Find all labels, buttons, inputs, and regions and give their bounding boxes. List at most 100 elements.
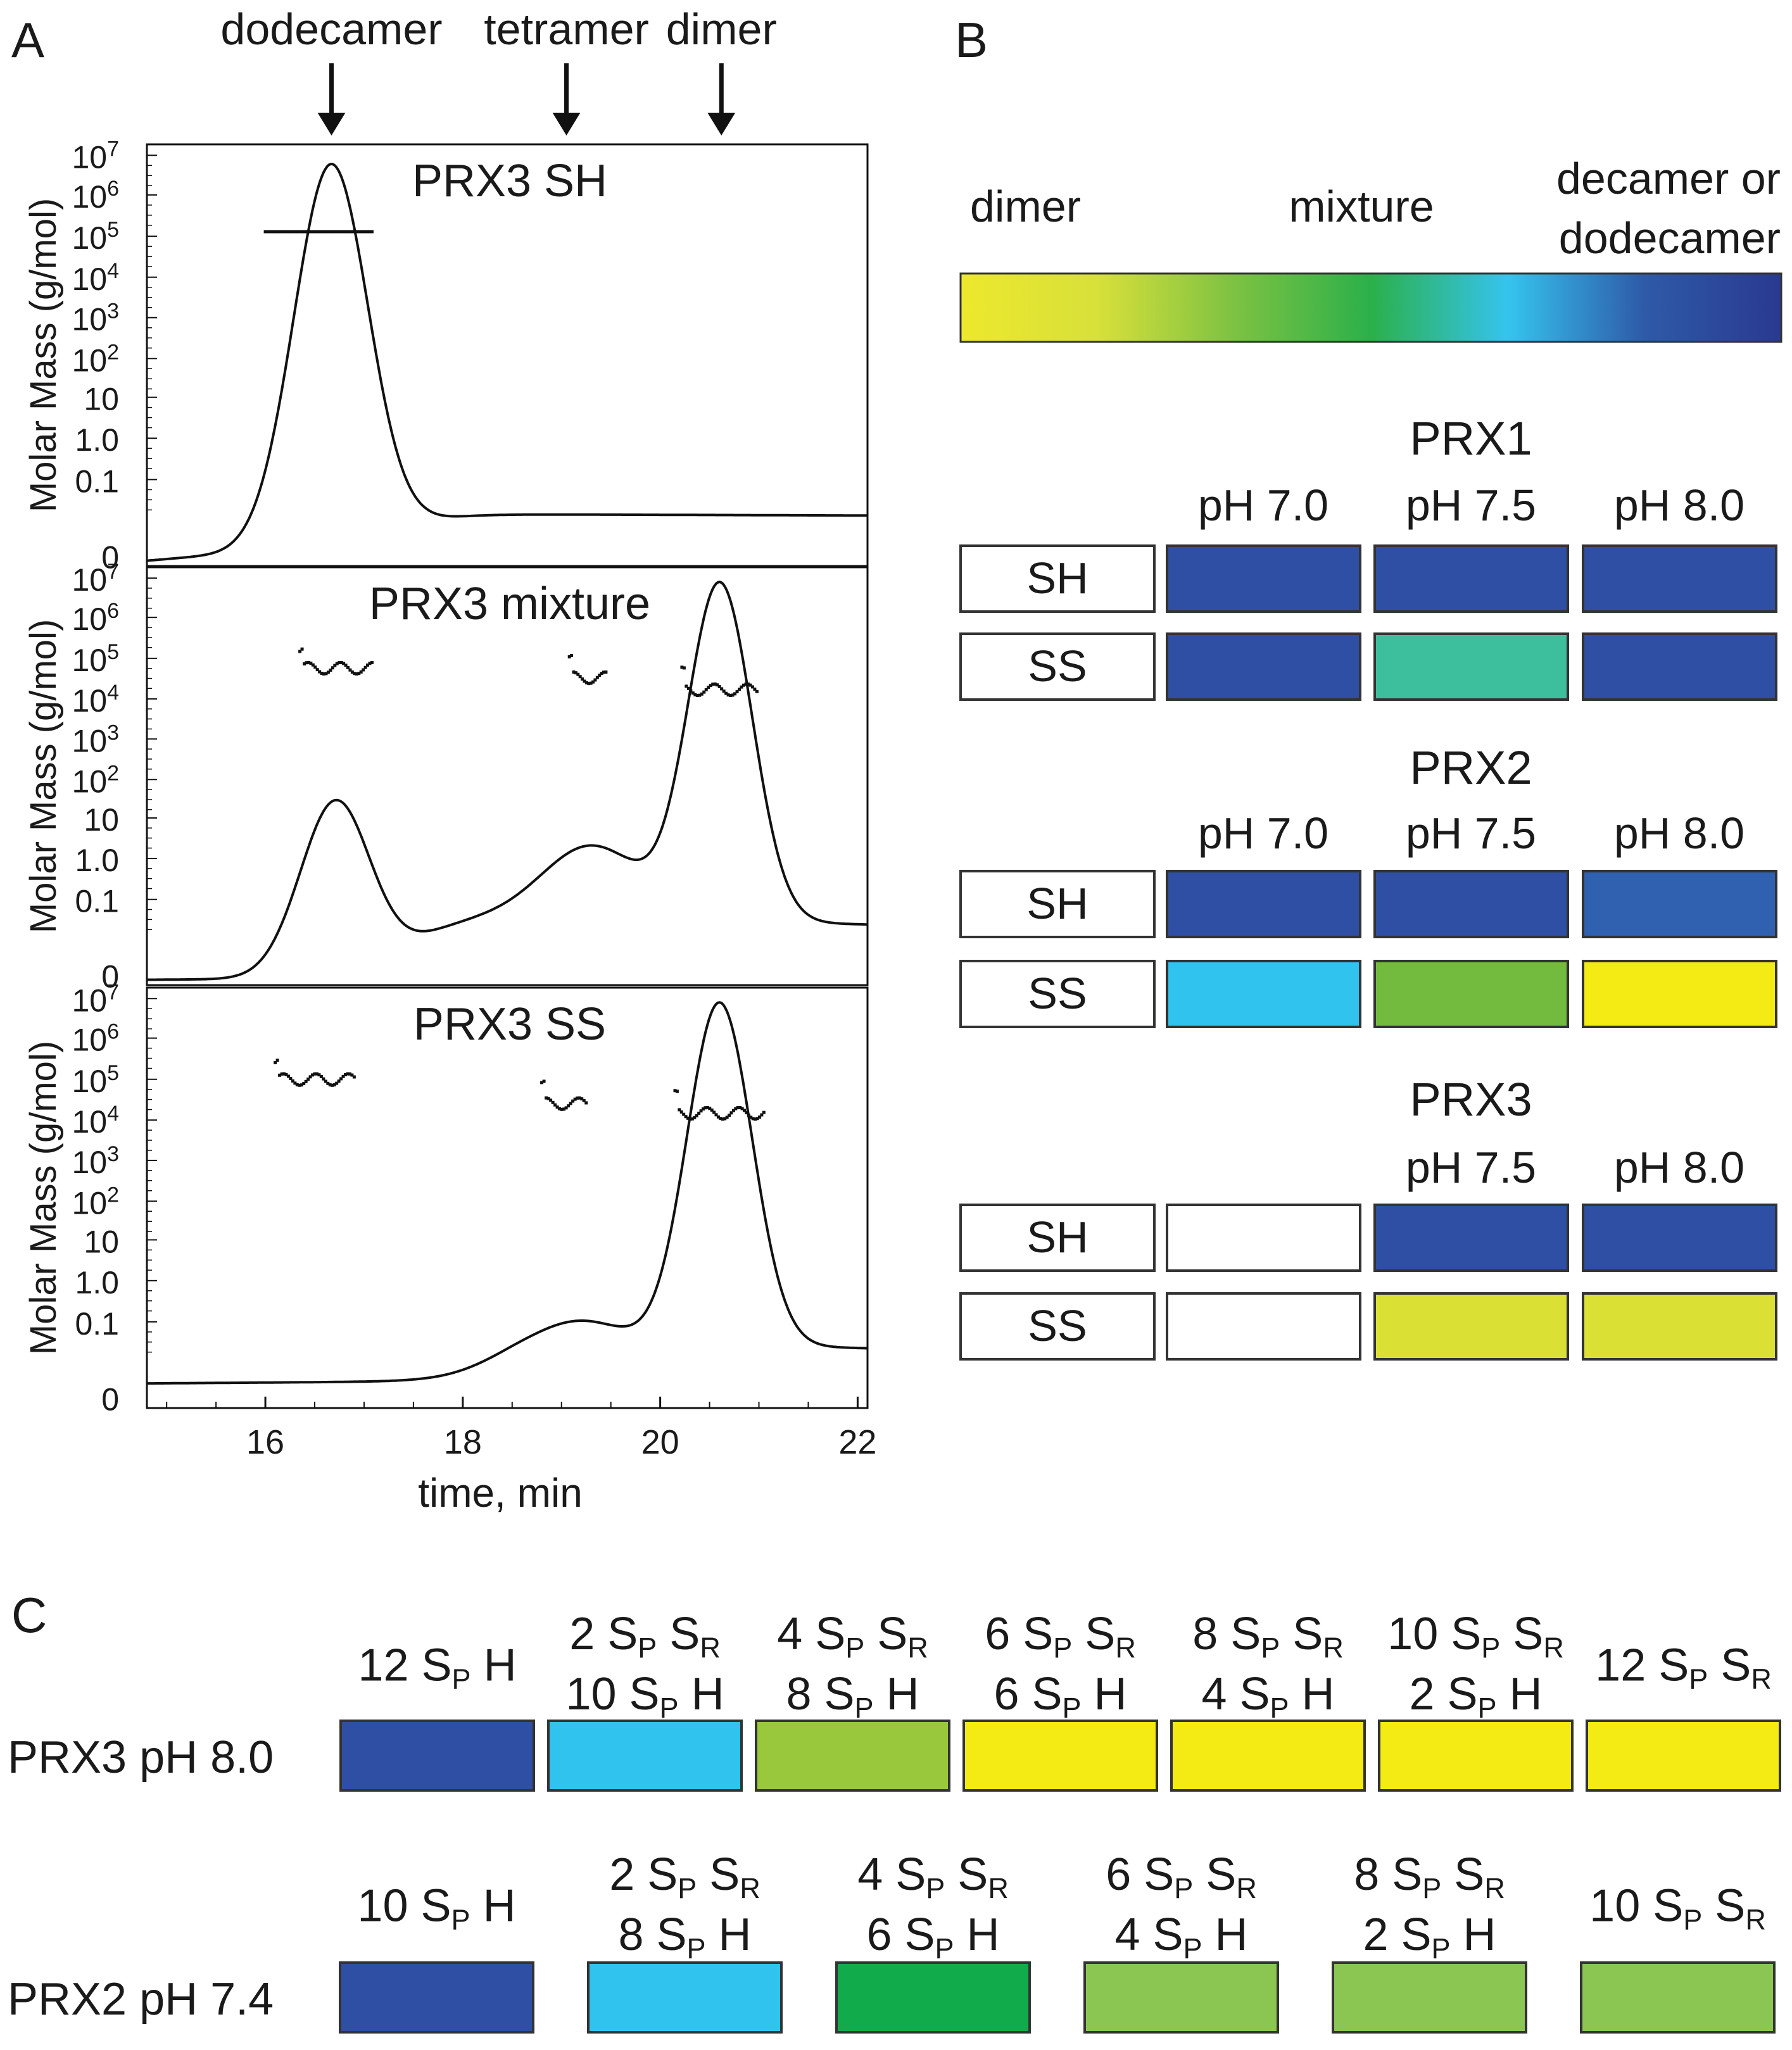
molar-mass-point	[755, 689, 759, 693]
molar-mass-point	[339, 1077, 343, 1081]
molar-mass-point	[341, 1074, 345, 1078]
composition-label: 8 SP H	[618, 1909, 751, 1965]
molar-mass-point	[717, 684, 721, 688]
composition-label: 2 SP SR	[609, 1849, 760, 1904]
composition-label: 2 SP H	[1409, 1669, 1542, 1724]
molar-mass-point	[304, 1079, 308, 1083]
x-tick-label: 22	[838, 1423, 876, 1461]
molar-mass-point	[754, 1117, 757, 1121]
molar-mass-point	[738, 688, 741, 691]
molar-mass-point	[370, 660, 374, 664]
molar-mass-point	[362, 230, 365, 234]
molar-mass-point	[688, 1117, 692, 1121]
molar-mass-point	[355, 230, 358, 234]
y-tick-label: 10	[84, 1224, 119, 1259]
molar-mass-point	[740, 1107, 744, 1110]
molar-mass-point	[300, 1083, 303, 1087]
molar-mass-point	[724, 691, 728, 695]
molar-mass-point	[753, 688, 757, 691]
state-cell	[1373, 960, 1569, 1028]
molar-mass-point	[344, 663, 348, 667]
molar-mass-point	[311, 663, 315, 667]
molar-mass-point	[721, 1117, 724, 1121]
row-label-box	[959, 544, 1156, 613]
y-tick-label: 1.0	[75, 422, 119, 458]
molar-mass-point	[363, 665, 367, 669]
composition-label: 10 SP H	[357, 1881, 515, 1936]
molar-mass-point	[296, 230, 300, 234]
molar-mass-point	[348, 230, 352, 234]
state-cell	[1170, 1720, 1366, 1792]
row-label: PRX2 pH 7.4	[8, 1974, 274, 2025]
molar-mass-point	[289, 230, 293, 234]
row-label: SS	[1028, 1301, 1087, 1350]
molar-mass-point	[312, 230, 315, 234]
molar-mass-point	[583, 679, 586, 683]
molar-mass-point	[277, 230, 281, 234]
composition-column: 10 SP SR	[1580, 1881, 1776, 2034]
molar-mass-point	[693, 1116, 697, 1119]
composition-label: 12 SP H	[358, 1640, 516, 1695]
chromatogram-trace	[147, 1001, 868, 1385]
y-tick-label: 103	[72, 299, 119, 337]
molar-mass-point	[307, 230, 311, 234]
molar-mass-point	[716, 1115, 720, 1119]
y-axis-label: Molar Mass (g/mol)	[23, 198, 64, 512]
molar-mass-point	[604, 670, 608, 674]
composition-label: 2 SP SR	[569, 1609, 721, 1664]
state-cell	[1083, 1961, 1279, 2034]
state-cell	[1166, 1204, 1361, 1272]
composition-label: 10 SP SR	[1589, 1881, 1766, 1936]
molar-mass-point	[716, 683, 719, 687]
molar-mass-point	[303, 230, 306, 234]
molar-mass-point	[555, 1105, 559, 1109]
molar-mass-point	[300, 647, 304, 651]
y-tick-label: 105	[72, 218, 119, 256]
molar-mass-point	[322, 1077, 325, 1081]
molar-mass-point	[266, 230, 270, 234]
oligomer-label-text: dimer	[666, 4, 777, 54]
state-cell	[1582, 960, 1777, 1028]
composition-label: 6 SP SR	[985, 1609, 1136, 1664]
molar-mass-point	[319, 1074, 323, 1078]
molar-mass-point	[327, 230, 331, 234]
composition-label: 6 SP H	[866, 1909, 999, 1965]
ph-label: pH 7.5	[1406, 1143, 1536, 1192]
state-cell	[1166, 632, 1361, 701]
molar-mass-point	[689, 689, 693, 693]
molar-mass-point	[331, 1083, 334, 1087]
molar-mass-point	[363, 230, 367, 234]
panel-letter-b: B	[955, 12, 988, 68]
molar-mass-point	[728, 1114, 731, 1117]
molar-mass-point	[283, 230, 287, 234]
molar-mass-point	[320, 671, 324, 675]
molar-mass-point	[298, 1083, 301, 1087]
molar-mass-point	[741, 683, 745, 687]
state-cell	[1166, 544, 1361, 613]
molar-mass-point	[571, 1099, 575, 1103]
molar-mass-point	[589, 681, 593, 685]
molar-mass-point	[745, 1111, 748, 1115]
molar-mass-point	[762, 1110, 766, 1114]
y-tick-label: 107	[72, 137, 119, 175]
molar-mass-point	[357, 672, 361, 676]
x-tick-label: 18	[444, 1423, 482, 1461]
molar-mass-point	[274, 1060, 277, 1064]
molar-mass-point	[673, 1089, 677, 1093]
molar-mass-point	[542, 1079, 546, 1083]
plot-frame	[146, 566, 869, 986]
row-label: SH	[1026, 1212, 1088, 1262]
y-tick-label: 0.1	[75, 463, 119, 499]
molar-mass-point	[704, 688, 708, 691]
state-cell	[1166, 960, 1361, 1028]
molar-mass-point	[353, 230, 357, 234]
molar-mass-point	[342, 662, 346, 665]
molar-mass-point	[313, 1072, 317, 1076]
state-cell	[1582, 1204, 1777, 1272]
molar-mass-point	[726, 693, 730, 697]
